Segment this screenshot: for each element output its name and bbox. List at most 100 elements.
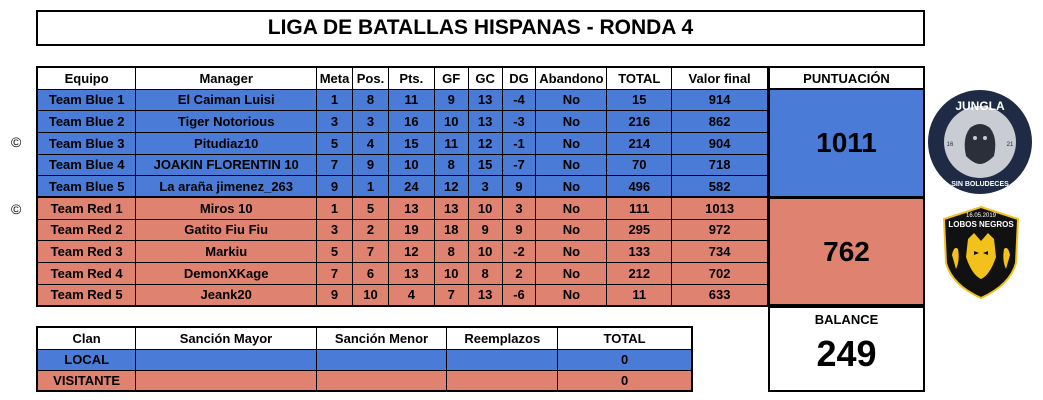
cell-pts: 24 bbox=[387, 175, 435, 198]
cell-pos: 7 bbox=[352, 240, 389, 263]
cell-valor-final: 734 bbox=[671, 240, 768, 263]
sanctions-cell bbox=[446, 348, 559, 371]
cell-valor-final: 914 bbox=[671, 88, 768, 112]
page-title: LIGA DE BATALLAS HISPANAS - RONDA 4 bbox=[36, 10, 925, 46]
cell-valor-final: 904 bbox=[671, 131, 768, 155]
sanctions-table: Clan Sanción Mayor Sanción Menor Reempla… bbox=[36, 326, 694, 392]
jungla-logo-subtitle: SIN BOLUDECES bbox=[951, 181, 1009, 188]
sanctions-cell bbox=[315, 369, 448, 392]
cell-dg: -1 bbox=[501, 131, 537, 155]
cell-team-name: Team Red 5 bbox=[36, 283, 137, 307]
cell-dg: -3 bbox=[501, 110, 537, 133]
sanctions-cell bbox=[135, 369, 317, 392]
jungla-logo-left-num: 16 bbox=[947, 142, 954, 148]
cell-meta: 9 bbox=[316, 175, 353, 198]
jungla-logo: JUNGLA SIN BOLUDECES 16 21 bbox=[928, 90, 1032, 194]
wolf-eyes-icon bbox=[974, 251, 988, 255]
cell-pts: 12 bbox=[387, 240, 435, 263]
cell-gc: 8 bbox=[467, 262, 503, 285]
sanctions-cell bbox=[135, 348, 317, 371]
header-pts: Pts. bbox=[387, 66, 435, 90]
cell-total: 496 bbox=[606, 175, 673, 198]
cell-gc: 13 bbox=[467, 283, 503, 307]
cell-gf: 13 bbox=[433, 196, 469, 220]
cell-gf: 12 bbox=[433, 175, 469, 198]
cell-pts: 19 bbox=[387, 218, 435, 242]
cell-gf: 8 bbox=[433, 153, 469, 177]
cell-meta: 1 bbox=[316, 196, 353, 220]
cell-abandono: No bbox=[535, 218, 608, 242]
cell-gf: 18 bbox=[433, 218, 469, 242]
cell-gf: 11 bbox=[433, 131, 469, 155]
cell-manager-name: La araña jimenez_263 bbox=[135, 175, 318, 198]
cell-total: 11 bbox=[606, 283, 673, 307]
cell-team-name: Team Blue 3 bbox=[36, 131, 137, 155]
sanctions-header-clan: Clan bbox=[36, 326, 137, 350]
sanctions-cell: LOCAL bbox=[36, 348, 137, 371]
cell-abandono: No bbox=[535, 283, 608, 307]
header-pos: Pos. bbox=[352, 66, 389, 90]
sanctions-row-local: LOCAL 0 bbox=[36, 348, 694, 371]
cell-manager-name: Miros 10 bbox=[135, 196, 318, 220]
cell-abandono: No bbox=[535, 196, 608, 220]
table-row: Team Red 1 Miros 10 1 5 13 13 10 3 No 111 1013 bbox=[36, 196, 768, 220]
cell-team-name: Team Blue 1 bbox=[36, 88, 137, 112]
cell-pos: 9 bbox=[352, 153, 389, 177]
sanctions-cell bbox=[446, 369, 559, 392]
cell-abandono: No bbox=[535, 153, 608, 177]
header-gf: GF bbox=[433, 66, 469, 90]
cell-meta: 3 bbox=[316, 110, 353, 133]
cell-dg: 2 bbox=[501, 262, 537, 285]
cell-gf: 10 bbox=[433, 262, 469, 285]
balance-label: BALANCE bbox=[814, 312, 879, 327]
red-score-panel: 762 bbox=[768, 197, 925, 306]
header-manager: Manager bbox=[135, 66, 318, 90]
red-score: 762 bbox=[823, 235, 870, 267]
blue-score-panel: 1011 bbox=[768, 89, 925, 198]
cell-pos: 6 bbox=[352, 262, 389, 285]
cell-pos: 8 bbox=[352, 88, 389, 112]
header-valor-final: Valor final bbox=[671, 66, 768, 90]
cell-gf: 7 bbox=[433, 283, 469, 307]
cell-valor-final: 582 bbox=[671, 175, 768, 198]
cell-total: 133 bbox=[606, 240, 673, 263]
cell-dg: 9 bbox=[501, 175, 537, 198]
cell-meta: 9 bbox=[316, 283, 353, 307]
cell-total: 214 bbox=[606, 131, 673, 155]
cell-manager-name: Tiger Notorious bbox=[135, 110, 318, 133]
puntuacion-header: PUNTUACIÓN bbox=[768, 66, 925, 90]
balance-value: 249 bbox=[816, 333, 877, 374]
cell-pts: 11 bbox=[387, 88, 435, 112]
header-abandono: Abandono bbox=[535, 66, 608, 90]
jungla-logo-right-num: 21 bbox=[1007, 142, 1014, 148]
cell-pts: 13 bbox=[387, 196, 435, 220]
header-meta: Meta bbox=[316, 66, 353, 90]
cell-gf: 8 bbox=[433, 240, 469, 263]
cell-abandono: No bbox=[535, 262, 608, 285]
header-equipo: Equipo bbox=[36, 66, 137, 90]
cell-meta: 3 bbox=[316, 218, 353, 242]
sanctions-cell: VISITANTE bbox=[36, 369, 137, 392]
lobos-negros-logo: 16.05.2019 LOBOS NEGROS bbox=[942, 205, 1020, 300]
copyright-mark-blue: © bbox=[11, 134, 22, 150]
cell-abandono: No bbox=[535, 131, 608, 155]
cell-valor-final: 862 bbox=[671, 110, 768, 133]
cell-manager-name: DemonXKage bbox=[135, 262, 318, 285]
sanctions-header-mayor: Sanción Mayor bbox=[135, 326, 317, 350]
sanctions-cell: 0 bbox=[557, 369, 694, 392]
cell-valor-final: 718 bbox=[671, 153, 768, 177]
cell-pos: 2 bbox=[352, 218, 389, 242]
jungla-logo-title: JUNGLA bbox=[955, 99, 1005, 113]
cell-dg: -4 bbox=[501, 88, 537, 112]
cell-gc: 10 bbox=[467, 240, 503, 263]
cell-pos: 3 bbox=[352, 110, 389, 133]
cell-total: 295 bbox=[606, 218, 673, 242]
cell-manager-name: Gatito Fiu Fiu bbox=[135, 218, 318, 242]
balance-box: BALANCE 249 bbox=[768, 306, 925, 392]
gorilla-eye-icon bbox=[973, 136, 977, 140]
boxer-right-icon bbox=[1003, 247, 1010, 269]
cell-gc: 12 bbox=[467, 131, 503, 155]
cell-total: 212 bbox=[606, 262, 673, 285]
cell-gc: 3 bbox=[467, 175, 503, 198]
sanctions-cell: 0 bbox=[557, 348, 694, 371]
